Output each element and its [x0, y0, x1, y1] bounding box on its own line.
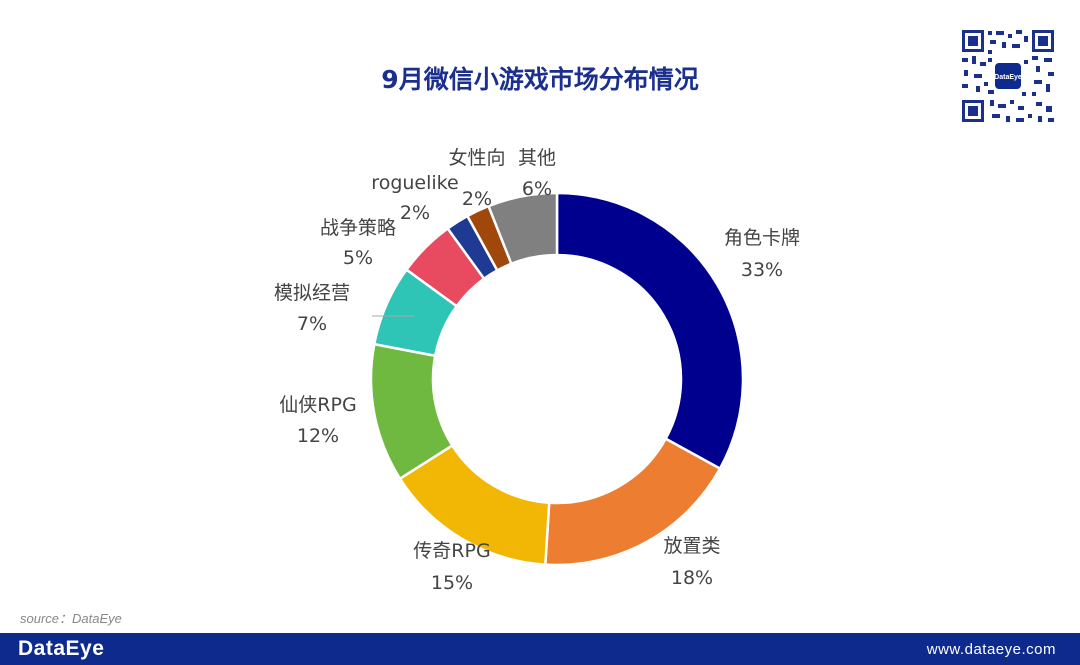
category-label-0: 角色卡牌	[724, 227, 800, 249]
category-label-1: 放置类	[663, 535, 720, 557]
category-label-3: 仙侠RPG	[279, 394, 356, 416]
value-label-1: 18%	[671, 567, 713, 589]
slice-0	[555, 191, 745, 471]
value-label-4: 7%	[297, 313, 327, 335]
category-label-8: 其他	[518, 147, 556, 169]
category-label-7: 女性向	[448, 147, 505, 169]
donut-chart: 角色卡牌 33% 放置类 18% 传奇RPG 15% 仙侠RPG 12% 模拟经营 7% 战争策略 5…	[274, 147, 800, 594]
value-label-0: 33%	[741, 259, 783, 281]
qr-badge: DataEye	[994, 74, 1022, 81]
footer-url[interactable]: www.dataeye.com	[926, 641, 1056, 658]
value-label-8: 6%	[522, 178, 552, 200]
qr-code: DataEye	[958, 26, 1058, 126]
category-label-4: 模拟经营	[274, 282, 350, 304]
value-label-5: 5%	[343, 247, 373, 269]
category-label-6: roguelike	[371, 172, 458, 194]
labels-group: 角色卡牌 33% 放置类 18% 传奇RPG 15% 仙侠RPG 12% 模拟经营 7% 战争策略 5…	[274, 147, 800, 594]
slice-8	[486, 191, 559, 266]
slices-group	[369, 191, 745, 567]
footer-logo: DataEye	[18, 637, 105, 660]
value-label-7: 2%	[462, 188, 492, 210]
footer-bar: DataEye www.dataeye.com	[0, 633, 1080, 665]
value-label-2: 15%	[431, 572, 473, 594]
chart-title: 9月微信小游戏市场分布情况	[381, 65, 699, 94]
category-label-5: 战争策略	[320, 217, 396, 239]
value-label-6: 2%	[400, 202, 430, 224]
category-label-2: 传奇RPG	[413, 540, 490, 562]
value-label-3: 12%	[297, 425, 339, 447]
source-note: source：DataEye	[20, 611, 122, 626]
